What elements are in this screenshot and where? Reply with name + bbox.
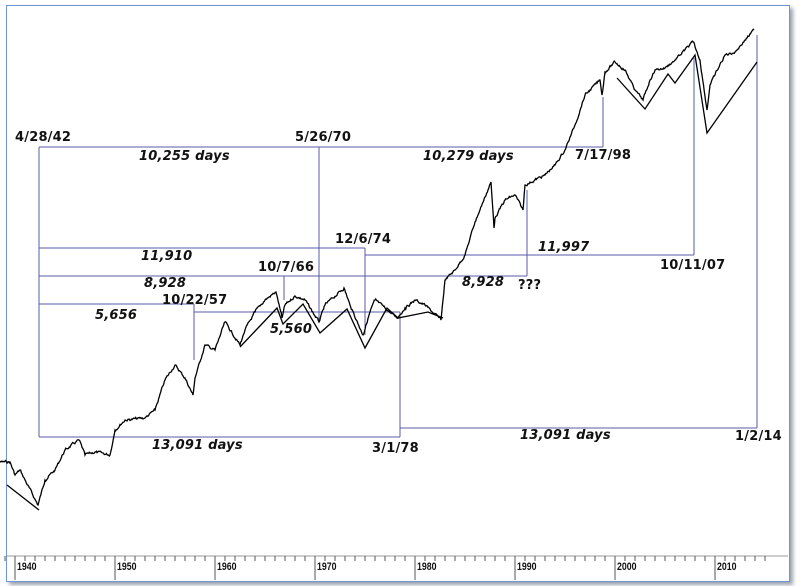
date-label-1-2-14: 1/2/14 xyxy=(735,429,782,444)
cycle-label-13091-days-left: 13,091 days xyxy=(152,438,243,453)
cycle-label-5656: 5,656 xyxy=(95,308,138,323)
cycle-label-11910: 11,910 xyxy=(141,249,193,264)
x-axis-ticks xyxy=(4,556,766,580)
date-label-7-17-98: 7/17/98 xyxy=(575,148,632,163)
x-tick-label: 1950 xyxy=(117,561,137,573)
cycle-lines xyxy=(38,35,758,438)
x-tick-label: 1970 xyxy=(317,561,337,573)
x-tick-label: 1980 xyxy=(417,561,437,573)
price-series-line xyxy=(0,28,755,507)
chart-frame xyxy=(6,5,790,582)
date-label-3-1-78: 3/1/78 xyxy=(372,441,419,456)
trend-line xyxy=(239,302,444,350)
date-label-10-22-57: 10/22/57 xyxy=(162,293,228,308)
trend-line xyxy=(6,484,40,511)
trend-line xyxy=(616,53,758,135)
date-label-12-6-74: 12/6/74 xyxy=(335,232,392,247)
cycle-label-5560: 5,560 xyxy=(270,322,313,337)
x-tick-label: 2000 xyxy=(617,561,637,573)
date-label-10-11-07: 10/11/07 xyxy=(660,258,726,273)
x-tick-label: 1990 xyxy=(517,561,537,573)
cycle-label-8928-right: 8,928 xyxy=(462,275,505,290)
cycle-label-8928-left: 8,928 xyxy=(144,276,187,291)
date-label-10-7-66: 10/7/66 xyxy=(258,260,315,275)
cycle-label-11997: 11,997 xyxy=(538,240,590,255)
cycle-label-13091-days-right: 13,091 days xyxy=(520,428,611,443)
cycle-label-10255-days: 10,255 days xyxy=(139,149,230,164)
date-label-5-26-70: 5/26/70 xyxy=(295,130,352,145)
trend-lines xyxy=(6,53,758,511)
unknown-date-label: ??? xyxy=(518,278,542,293)
cycle-label-10279-days: 10,279 days xyxy=(423,149,514,164)
date-label-4-28-42: 4/28/42 xyxy=(15,130,72,145)
x-tick-label: 1960 xyxy=(217,561,237,573)
x-tick-label: 2010 xyxy=(717,561,737,573)
x-tick-label: 1940 xyxy=(17,561,37,573)
